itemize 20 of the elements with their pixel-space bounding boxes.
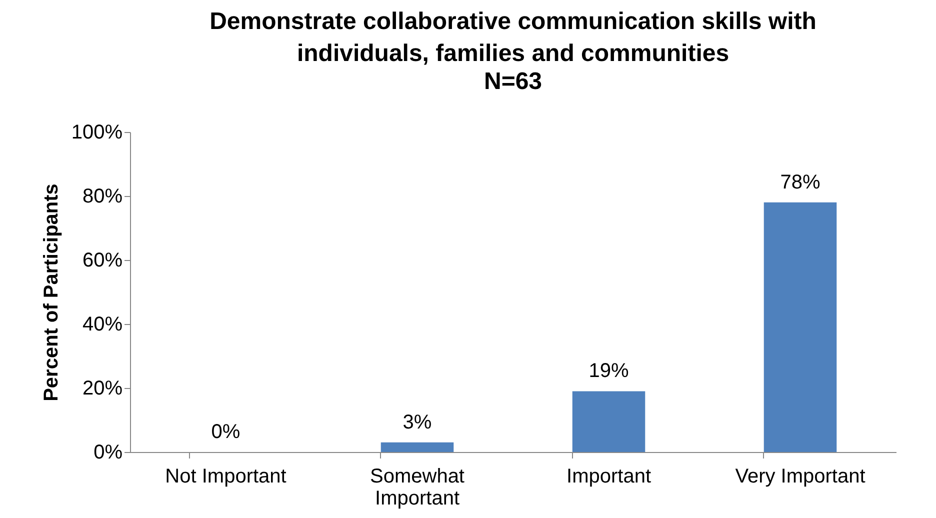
y-tick-label: 0% <box>94 442 123 464</box>
bar <box>572 391 646 452</box>
y-tick-label: 40% <box>82 314 123 336</box>
chart-title: Demonstrate collaborative communication skills with individuals, families and communities <box>210 8 816 67</box>
x-tick-label: Not Important <box>165 466 287 488</box>
data-label: 0% <box>211 421 240 443</box>
data-label: 78% <box>780 171 820 194</box>
y-axis-title: Percent of Participants <box>40 184 62 402</box>
data-label: 3% <box>402 411 432 434</box>
data-label: 19% <box>588 360 629 382</box>
x-tick-label: Somewhat Important <box>370 466 465 510</box>
y-tick-label: 20% <box>82 378 123 400</box>
bar <box>764 202 837 452</box>
chart-subtitle: N=63 <box>484 68 542 95</box>
bar <box>380 442 454 452</box>
y-tick-label: 100% <box>71 122 123 144</box>
x-tick-label: Very Important <box>735 466 866 488</box>
y-tick-label: 60% <box>82 250 123 272</box>
y-tick-label: 80% <box>82 186 123 208</box>
x-tick-label: Important <box>566 466 652 488</box>
